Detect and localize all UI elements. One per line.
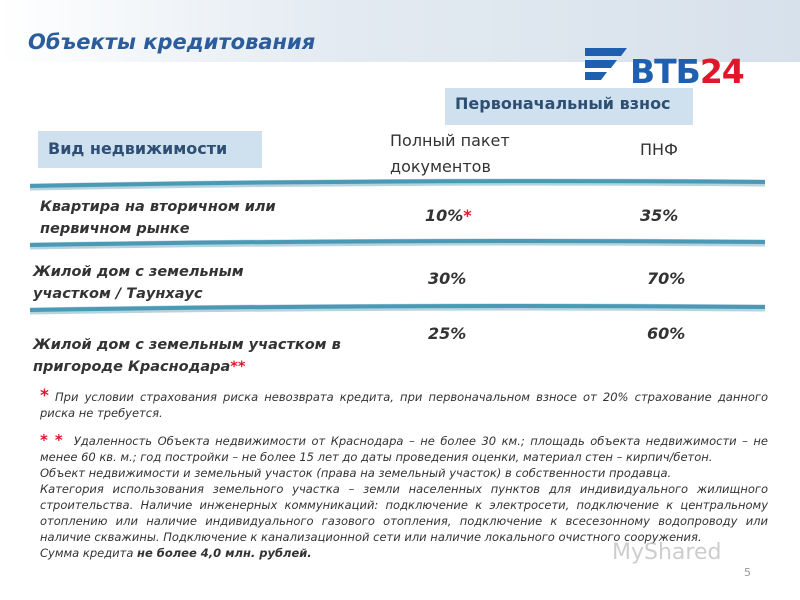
separators xyxy=(29,178,766,315)
row-label-text: Жилой дом с земельным участком в пригоро… xyxy=(33,337,341,375)
footnote-marker: * * xyxy=(40,431,63,449)
footnote-bold: не более 4,0 млн. рублей. xyxy=(137,546,312,560)
footnote-text: Сумма кредита xyxy=(40,546,134,560)
cell-full: 25% xyxy=(428,324,466,343)
logo-name: ВТБ xyxy=(630,52,701,91)
cell-value: 30% xyxy=(428,269,467,288)
footnote: * * Удаленность Объекта недвижимости от … xyxy=(40,432,768,561)
footnote-marker: * xyxy=(40,386,49,406)
cell-full: 30% xyxy=(428,269,466,288)
footnote-text: Объект недвижимости и земельный участок … xyxy=(40,466,672,480)
row-label: Квартира на вторичном или первичном рынк… xyxy=(40,196,320,240)
column-header: Полный пакет документов xyxy=(390,131,510,176)
footnote-text: Категория использования земельного участ… xyxy=(40,482,768,544)
cell-pnf: 60% xyxy=(647,324,686,343)
row-label: Жилой дом с земельным участком / Таунхау… xyxy=(33,261,273,305)
footnote-text: Удаленность Объекта недвижимости от Крас… xyxy=(40,434,768,464)
footnote-text: При условии страхования риска невозврата… xyxy=(40,390,769,420)
cell-pnf: 35% xyxy=(640,206,679,225)
row-label-text: Квартира на вторичном или первичном рынк… xyxy=(40,199,276,237)
cell-pnf: 70% xyxy=(647,269,686,288)
title: Объекты кредитования xyxy=(28,30,316,54)
footnote: * При условии страхования риска невозвра… xyxy=(40,388,768,421)
column-header: Вид недвижимости xyxy=(38,131,262,168)
logo-icon xyxy=(585,48,627,80)
cell-value: 25% xyxy=(428,324,467,343)
logo: ВТБ24 xyxy=(630,52,745,91)
cell-value: 10% xyxy=(425,206,464,225)
note-marker: * xyxy=(463,206,472,225)
column-header: ПНФ xyxy=(640,140,678,159)
cell-full: 10%* xyxy=(425,206,472,225)
row-label-text: Жилой дом с земельным участком / Таунхау… xyxy=(33,264,244,302)
row-label: Жилой дом с земельным участком в пригоро… xyxy=(33,334,373,378)
watermark: MyShared xyxy=(612,540,722,565)
note-marker: ** xyxy=(230,359,246,375)
title-band xyxy=(0,0,800,62)
page-number: 5 xyxy=(744,566,751,579)
group-header: Первоначальный взнос xyxy=(445,88,693,125)
logo-number: 24 xyxy=(699,52,745,91)
